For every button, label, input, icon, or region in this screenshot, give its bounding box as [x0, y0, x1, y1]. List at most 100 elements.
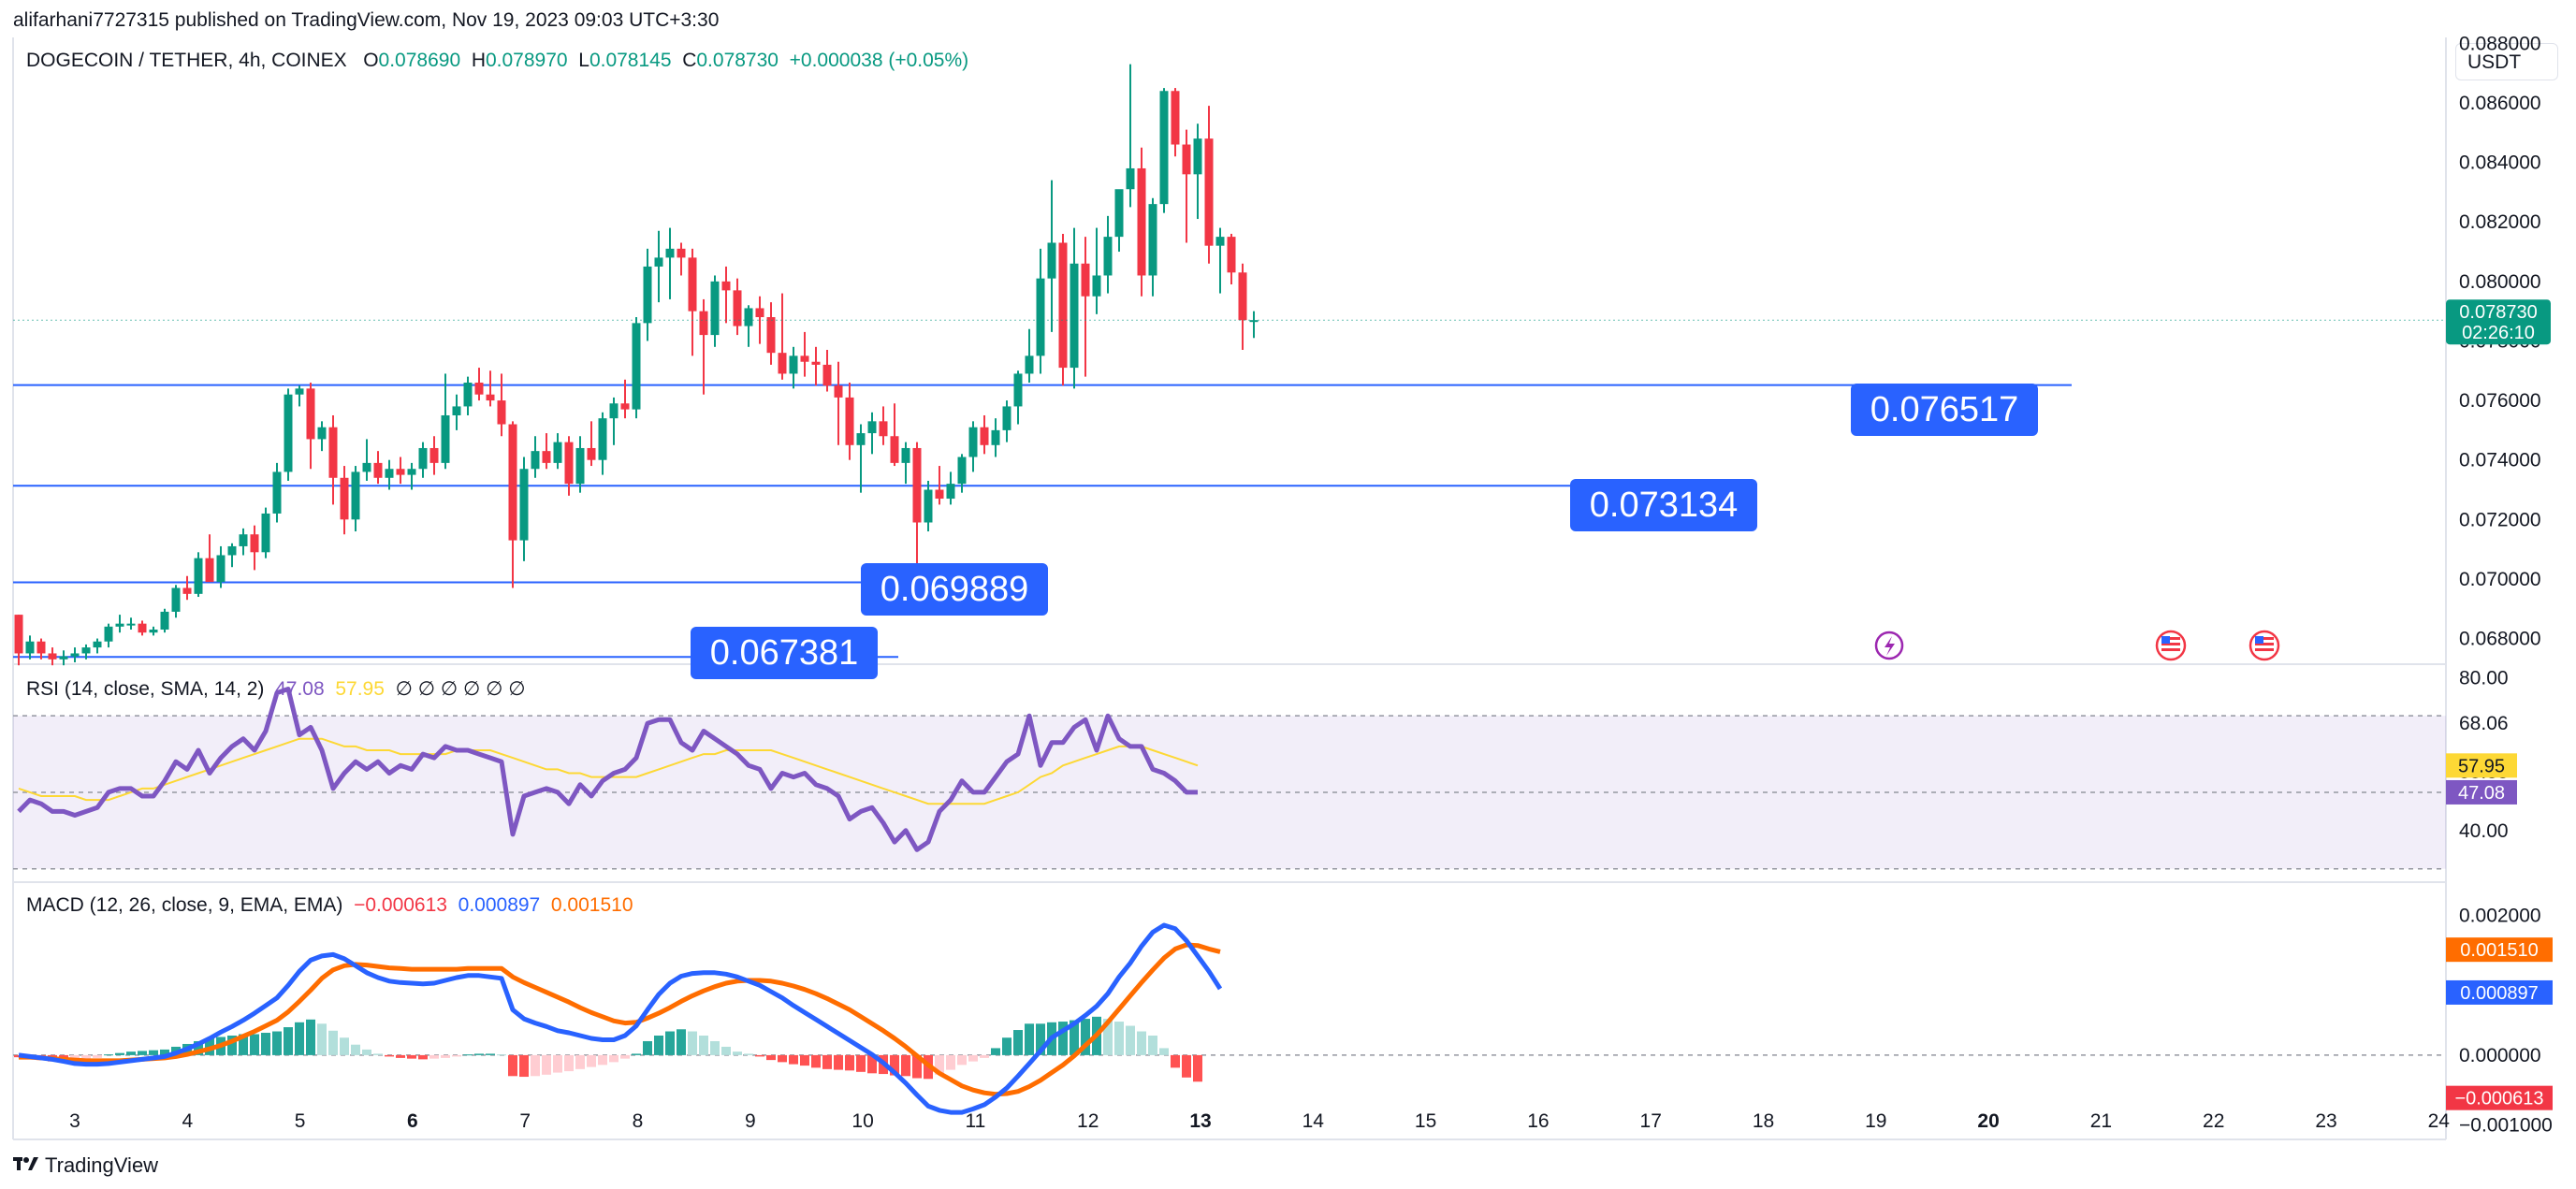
time-tick-label: 13 — [1189, 1110, 1211, 1132]
candle-body — [1025, 355, 1034, 374]
candle-body — [216, 555, 226, 583]
candle-body — [340, 477, 349, 520]
candle-body — [575, 447, 585, 485]
candle-body — [171, 587, 181, 612]
macd-histogram-bar — [800, 1054, 809, 1066]
time-tick-label: 6 — [407, 1110, 418, 1132]
time-tick-label: 21 — [2090, 1110, 2112, 1132]
macd-histogram-bar — [1103, 1019, 1113, 1055]
candle-body — [699, 311, 708, 336]
candlesticks — [13, 64, 2446, 666]
candle-body — [688, 257, 697, 312]
change-value: +0.000038 (+0.05%) — [789, 50, 969, 71]
time-tick-label: 11 — [965, 1110, 985, 1132]
candle-body — [1103, 237, 1113, 276]
candle-body — [227, 545, 237, 556]
candle-body — [373, 462, 383, 478]
rsi-extra-values: ∅ ∅ ∅ ∅ ∅ ∅ — [395, 678, 526, 700]
candle-body — [901, 447, 910, 463]
macd-histogram-bar — [609, 1054, 619, 1063]
candle-body — [295, 388, 304, 395]
macd-histogram-bar — [250, 1034, 259, 1055]
candle-countdown: 02:26:10 — [2462, 323, 2535, 343]
macd-histogram-bar — [429, 1054, 439, 1059]
high-label: H — [471, 50, 486, 71]
lightning-event-icon[interactable] — [1874, 631, 1904, 660]
currency-button[interactable]: USDT — [2455, 43, 2558, 80]
macd-title[interactable]: MACD (12, 26, close, 9, EMA, EMA) — [26, 894, 343, 916]
time-tick-label: 3 — [69, 1110, 80, 1132]
macd-histogram-bar — [373, 1053, 383, 1055]
us-flag-event-icon-2[interactable] — [2249, 630, 2280, 661]
macd-histogram-bar — [957, 1054, 967, 1066]
macd-histogram-bar — [867, 1054, 877, 1074]
macd-histogram-bar — [1159, 1048, 1169, 1055]
macd-histogram-bar — [890, 1054, 899, 1076]
macd-histogram-bar — [1114, 1022, 1124, 1055]
candle-body — [508, 424, 517, 541]
candle-body — [1238, 272, 1247, 321]
macd-histogram-bar — [856, 1054, 866, 1072]
rsi-title[interactable]: RSI (14, close, SMA, 14, 2) — [26, 678, 265, 700]
level-label-box — [1570, 479, 1757, 531]
macd-histogram-bar — [1182, 1054, 1191, 1078]
candle-body — [1081, 263, 1090, 297]
time-tick-label: 19 — [1865, 1110, 1886, 1132]
candle-body — [1204, 138, 1214, 246]
macd-signal-value: 0.001510 — [550, 894, 633, 916]
rsi-tag — [2446, 779, 2517, 805]
candle-body — [1013, 373, 1023, 407]
candle-body — [362, 462, 371, 472]
candle-body — [766, 317, 776, 354]
macd-histogram-bar — [317, 1023, 327, 1055]
candle-body — [149, 630, 158, 633]
candle-body — [721, 281, 731, 291]
rsi-legend: RSI (14, close, SMA, 14, 2) 47.08 57.95 … — [26, 677, 526, 701]
level-labels: 0.076517 0.073134 0.069889 0.067381 — [691, 384, 2038, 679]
macd-histogram-bar — [340, 1037, 349, 1055]
macd-histogram-bar — [1137, 1031, 1146, 1055]
candle-body — [778, 353, 787, 374]
candle-body — [250, 534, 259, 553]
macd-legend: MACD (12, 26, close, 9, EMA, EMA) −0.000… — [26, 894, 633, 917]
symbol-name[interactable]: DOGECOIN / TETHER, 4h, COINEX — [26, 50, 347, 71]
macd-tick-label: −0.001000 — [2459, 1115, 2553, 1137]
candle-body — [643, 266, 652, 324]
candle-body — [126, 623, 136, 626]
time-tick-label: 17 — [1640, 1110, 1662, 1132]
candle-body — [744, 308, 753, 326]
macd-histogram-bar — [81, 1054, 91, 1060]
macd-histogram-bar — [104, 1054, 113, 1056]
candle-body — [1193, 138, 1202, 175]
candle-body — [800, 355, 809, 362]
macd-histogram-bar — [1013, 1030, 1023, 1055]
macd-hist-tag-text: −0.000613 — [2454, 1089, 2543, 1109]
level-label-text: 0.076517 — [1870, 390, 2019, 429]
low-value: 0.078145 — [589, 50, 672, 71]
candle-body — [25, 641, 35, 654]
candle-body — [463, 382, 473, 407]
rsi-tag-text: 47.08 — [2458, 783, 2505, 804]
candle-body — [755, 308, 764, 318]
candle-body — [497, 400, 506, 425]
macd-histogram-bar — [441, 1054, 450, 1058]
candle-body — [138, 623, 147, 633]
candle-body — [160, 611, 169, 631]
candle-body — [115, 623, 124, 627]
rsi-sma-tag — [2446, 753, 2517, 778]
candle-body — [946, 484, 955, 500]
candle-body — [912, 447, 922, 523]
candle-body — [587, 447, 596, 460]
macd-histogram-bar — [531, 1054, 540, 1077]
last-price-tag — [2446, 299, 2551, 345]
rsi-tick-label: 40.00 — [2459, 820, 2509, 842]
level-label: 0.067381 — [691, 627, 878, 679]
candle-body — [654, 257, 663, 267]
macd-histogram-bar — [115, 1052, 124, 1055]
macd-histogram-bar — [778, 1054, 787, 1063]
candle-body — [980, 427, 989, 445]
macd-histogram-bar — [272, 1031, 282, 1055]
time-tick-label: 5 — [295, 1110, 306, 1132]
us-flag-event-icon[interactable] — [2155, 630, 2187, 661]
